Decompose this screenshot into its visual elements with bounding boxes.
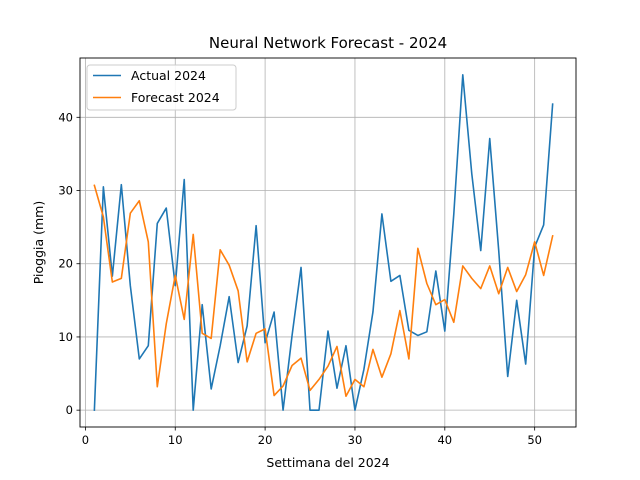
chart-title: Neural Network Forecast - 2024 (209, 34, 447, 52)
legend-label-forecast: Forecast 2024 (131, 90, 220, 105)
x-tick-label: 30 (348, 433, 363, 447)
x-tick-label: 10 (168, 433, 183, 447)
x-tick-label: 50 (527, 433, 542, 447)
series-line-actual-2024 (93, 74, 554, 411)
axis-ticks: 0 10 20 30 40 50 0 10 20 30 40 (58, 110, 542, 447)
x-tick-label: 20 (258, 433, 273, 447)
plot-area-frame (79, 57, 577, 428)
y-axis-label: Pioggia (mm) (31, 201, 46, 284)
y-tick-label: 20 (58, 257, 73, 271)
legend-label-actual: Actual 2024 (131, 68, 206, 83)
y-tick-label: 40 (58, 110, 73, 124)
legend: Actual 2024 Forecast 2024 (86, 64, 237, 111)
x-axis-label: Settimana del 2024 (266, 455, 389, 470)
x-tick-label: 0 (82, 433, 89, 447)
y-tick-label: 10 (58, 330, 73, 344)
y-tick-label: 0 (66, 403, 73, 417)
y-tick-label: 30 (58, 184, 73, 198)
legend-frame (86, 64, 237, 111)
x-tick-label: 40 (437, 433, 452, 447)
series-lines (93, 74, 554, 411)
series-line-forecast-2024 (93, 184, 554, 398)
